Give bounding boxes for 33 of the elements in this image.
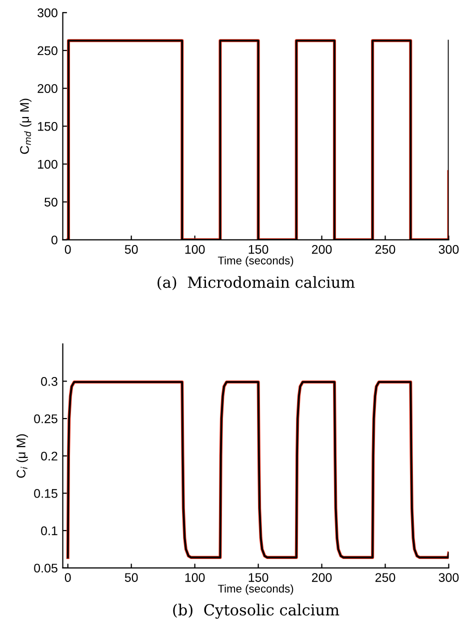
x-tick-label: 50: [124, 244, 138, 254]
y-tick-label: 0.3: [41, 377, 58, 386]
y-tick-label: 150: [38, 122, 58, 131]
y-tick-label: 50: [44, 198, 58, 207]
x-tick-label: 250: [375, 573, 396, 582]
x-tick-label: 0: [64, 244, 71, 254]
x-axis-title: Time (seconds): [218, 256, 294, 267]
y-tick-label: 300: [38, 8, 58, 18]
x-tick-label: 300: [438, 573, 459, 582]
x-axis-title: Time (seconds): [218, 584, 294, 595]
x-tick-label: 200: [312, 244, 332, 254]
y-tick-label: 0.25: [34, 414, 58, 424]
x-tick-label: 100: [185, 573, 205, 582]
y-tick-label: 0.05: [34, 564, 58, 573]
x-tick-label: 150: [248, 244, 268, 254]
x-tick-label: 200: [312, 573, 332, 582]
x-tick-label: 150: [248, 573, 268, 582]
x-tick-label: 0: [64, 573, 71, 582]
x-tick-label: 250: [375, 244, 396, 254]
y-tick-label: 100: [38, 160, 58, 169]
y-tick-label: 0.15: [34, 489, 58, 498]
x-tick-label: 100: [185, 244, 205, 254]
text: (b) Cytosolic calcium: [173, 604, 340, 619]
y-tick-label: 250: [38, 46, 58, 56]
y-axis-title: C$_{md}$ (μ M): [20, 98, 32, 154]
y-axis-title: C$_{i}$ (μ M): [16, 434, 28, 478]
y-tick-label: 0.1: [41, 526, 58, 536]
y-tick-label: 0.2: [41, 452, 58, 461]
y-tick-label: 0: [51, 236, 58, 244]
x-tick-label: 50: [124, 573, 138, 582]
y-tick-label: 200: [38, 84, 58, 93]
x-tick-label: 300: [438, 244, 459, 254]
text: (a) Microdomain calcium: [158, 276, 355, 290]
